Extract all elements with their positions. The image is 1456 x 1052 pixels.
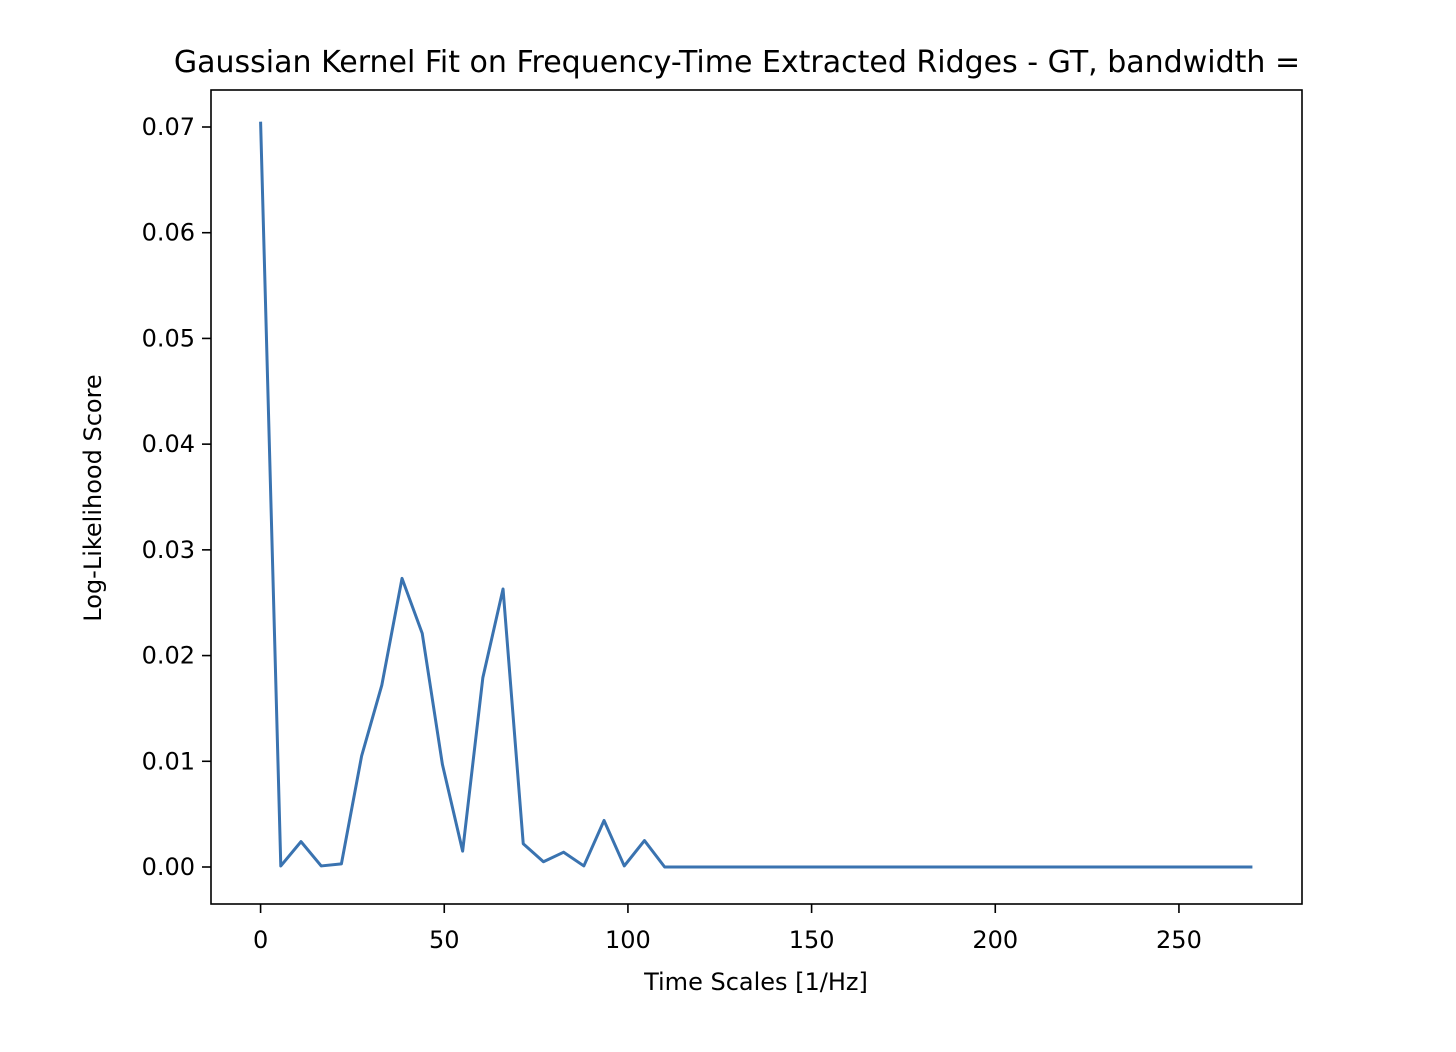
- y-tick-label: 0.07: [142, 113, 195, 141]
- plot-frame: [210, 89, 1303, 905]
- series-line: [259, 121, 1253, 869]
- y-tick-label: 0.02: [142, 642, 195, 670]
- y-axis-label: Log-Likelihood Score: [79, 374, 107, 621]
- chart-title: Gaussian Kernel Fit on Frequency-Time Ex…: [174, 45, 1300, 80]
- x-tick-label: 50: [429, 926, 460, 954]
- x-axis-label: Time Scales [1/Hz]: [643, 968, 868, 996]
- x-tick-label: 100: [605, 926, 651, 954]
- y-axis: 0.00 0.01 0.02 0.03 0.04 0.05 0.06 0.07: [142, 113, 211, 881]
- y-tick-label: 0.03: [142, 536, 195, 564]
- y-tick-label: 0.04: [142, 430, 195, 458]
- y-tick-label: 0.01: [142, 747, 195, 775]
- y-tick-label: 0.00: [142, 853, 195, 881]
- x-tick-label: 250: [1156, 926, 1202, 954]
- y-tick-label: 0.05: [142, 324, 195, 352]
- x-tick-label: 0: [253, 926, 268, 954]
- y-tick-label: 0.06: [142, 219, 195, 247]
- x-axis: 0 50 100 150 200 250: [253, 904, 1202, 954]
- x-tick-label: 200: [972, 926, 1018, 954]
- x-tick-label: 150: [789, 926, 835, 954]
